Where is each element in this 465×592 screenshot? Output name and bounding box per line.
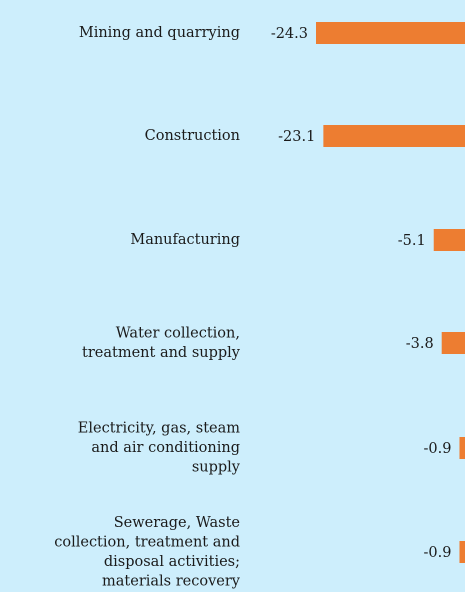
category-label: Electricity, gas, steam and air condition… <box>78 421 241 476</box>
bar <box>459 437 465 459</box>
value-label: -0.9 <box>424 545 452 561</box>
bar <box>433 229 465 251</box>
category-label: Water collection, treatment and supply <box>82 325 241 361</box>
value-label: -5.1 <box>398 233 426 249</box>
value-label: -24.3 <box>271 26 308 42</box>
bar <box>459 541 465 563</box>
bar <box>441 332 465 354</box>
category-label: Mining and quarrying <box>79 25 240 41</box>
category-label: Manufacturing <box>130 232 240 248</box>
value-label: -3.8 <box>406 336 434 352</box>
value-label: -23.1 <box>278 129 315 145</box>
bar <box>316 22 465 44</box>
category-label: Construction <box>145 128 240 144</box>
category-label: Sewerage, Waste collection, treatment and… <box>54 515 241 590</box>
bar <box>323 125 465 147</box>
value-label: -0.9 <box>424 441 452 457</box>
